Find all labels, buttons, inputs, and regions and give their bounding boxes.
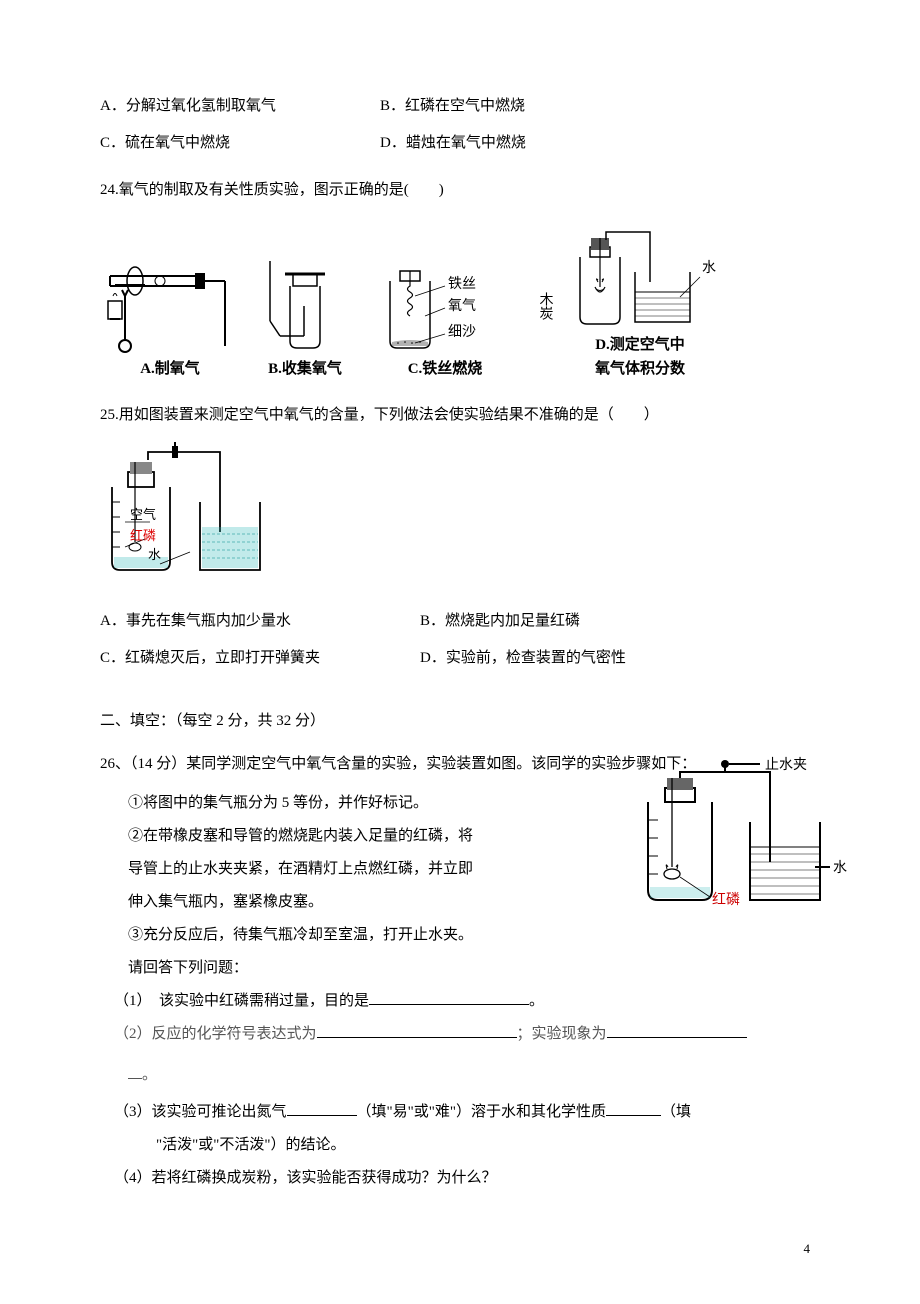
q24c-iron-label: 铁丝 bbox=[448, 276, 476, 292]
q26-blank-3b[interactable] bbox=[128, 1061, 142, 1079]
q24d-water-label: 水 bbox=[702, 260, 716, 276]
q26-water-label: 水 bbox=[833, 860, 847, 876]
q25-opt-d: D．实验前，检查装置的气密性 bbox=[420, 642, 700, 675]
q26-part2-period: 。 bbox=[100, 1059, 830, 1092]
q24-fig-c: 铁丝 氧气 细沙 C.铁丝燃烧 bbox=[370, 246, 520, 380]
q26-answer-prompt: 请回答下列问题： bbox=[100, 952, 830, 985]
q26-p-label: 红磷 bbox=[712, 892, 740, 908]
q25-opt-a: A．事先在集气瓶内加少量水 bbox=[100, 605, 420, 638]
q25-options: A．事先在集气瓶内加少量水 B．燃烧匙内加足量红磷 C．红磷熄灭后，立即打开弹簧… bbox=[100, 605, 830, 675]
q26-part4: （4）若将红磷换成炭粉，该实验能否获得成功？为什么？ bbox=[100, 1162, 830, 1195]
q23-opt-c: C．硫在氧气中燃烧 bbox=[100, 127, 380, 160]
q24-label-b: B.收集氧气 bbox=[268, 360, 342, 380]
q24d-char-label: 木炭 bbox=[540, 292, 554, 320]
q25-stem: 25.用如图装置来测定空气中氧气的含量，下列做法会使实验结果不准确的是（ ） bbox=[100, 399, 830, 432]
q26-clamp-label: 止水夹 bbox=[765, 757, 807, 773]
q26-blank-5[interactable] bbox=[606, 1098, 661, 1116]
q24-label-d2: 氧气体积分数 bbox=[595, 360, 685, 380]
q26-blank-3[interactable] bbox=[607, 1020, 747, 1038]
q24c-o2-label: 氧气 bbox=[448, 298, 476, 314]
q26-part3b: （填"易"或"难"）溶于水和其化学性质 bbox=[357, 1104, 607, 1120]
q24-stem: 24.氧气的制取及有关性质实验，图示正确的是( ) bbox=[100, 174, 830, 207]
q25-water-label: 水 bbox=[148, 547, 161, 562]
q24-figures: A.制氧气 B.收集氧气 bbox=[100, 222, 830, 379]
q26-part1-end: 。 bbox=[529, 993, 544, 1009]
q24-fig-d: 木炭 水 D.测定空气中 氧气体积分数 bbox=[540, 222, 740, 379]
q26-part1: （1） 该实验中红磷需稍过量，目的是 。 bbox=[100, 985, 830, 1018]
q25-opt-b: B．燃烧匙内加足量红磷 bbox=[420, 605, 700, 638]
q24-label-a: A.制氧气 bbox=[140, 360, 200, 380]
q24-label-d1: D.测定空气中 bbox=[595, 336, 685, 356]
q24c-sand-label: 细沙 bbox=[448, 324, 476, 340]
q24-fig-b: B.收集氧气 bbox=[260, 246, 350, 380]
q23-opt-b: B．红磷在空气中燃烧 bbox=[380, 90, 660, 123]
q25-opt-c: C．红磷熄灭后，立即打开弹簧夹 bbox=[100, 642, 420, 675]
q26-part1-text: （1） 该实验中红磷需稍过量，目的是 bbox=[114, 993, 369, 1009]
q26-blank-4[interactable] bbox=[287, 1098, 357, 1116]
q26-container: 止水夹 bbox=[100, 748, 830, 1195]
q26-part3c: （填 bbox=[661, 1104, 691, 1120]
q26-blank-1[interactable] bbox=[369, 987, 529, 1005]
q25-p-label: 红磷 bbox=[130, 528, 156, 543]
q25-air-label: 空气 bbox=[130, 507, 156, 522]
q26-part2a: （2）反应的化学符号表达式为 bbox=[114, 1026, 317, 1042]
q26-part3d: "活泼"或"不活泼"）的结论。 bbox=[100, 1129, 830, 1162]
q25-figure: 空气 红磷 水 bbox=[100, 442, 830, 595]
q26-figure: 止水夹 bbox=[630, 752, 850, 925]
q26-part2c: 。 bbox=[142, 1067, 157, 1083]
section2-title: 二、填空：（每空 2 分，共 32 分） bbox=[100, 705, 830, 738]
q26-part3a: （3）该实验可推论出氮气 bbox=[114, 1104, 287, 1120]
q23-options: A．分解过氧化氢制取氧气 B．红磷在空气中燃烧 C．硫在氧气中燃烧 D．蜡烛在氧… bbox=[100, 90, 830, 160]
q23-opt-d: D．蜡烛在氧气中燃烧 bbox=[380, 127, 660, 160]
page-number: 4 bbox=[100, 1235, 830, 1264]
q26-part3: （3）该实验可推论出氮气 （填"易"或"难"）溶于水和其化学性质 （填 bbox=[100, 1096, 830, 1129]
q26-blank-2[interactable] bbox=[317, 1020, 517, 1038]
q24-label-c: C.铁丝燃烧 bbox=[408, 360, 483, 380]
q24-fig-a: A.制氧气 bbox=[100, 246, 240, 380]
q26-part2b: ；实验现象为 bbox=[517, 1026, 607, 1042]
q23-opt-a: A．分解过氧化氢制取氧气 bbox=[100, 90, 380, 123]
q26-part2: （2）反应的化学符号表达式为 ；实验现象为 bbox=[100, 1018, 830, 1051]
